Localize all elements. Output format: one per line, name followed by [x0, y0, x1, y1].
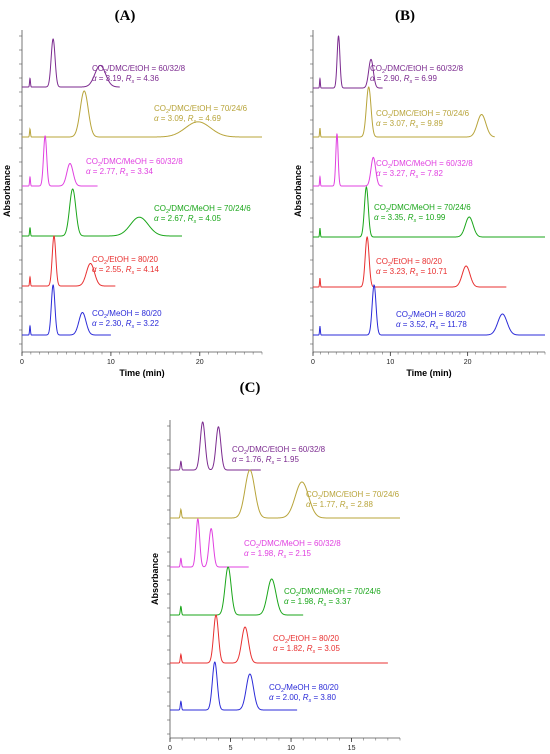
trace-label-conditions: CO2/DMC/MeOH = 60/32/8 — [86, 157, 183, 168]
x-axis-label: Time (min) — [406, 368, 451, 378]
x-tick-label: 5 — [229, 745, 233, 752]
chromatogram-trace — [313, 132, 383, 187]
trace-label-selectivity: α = 2.77, Rs = 3.34 — [86, 167, 153, 178]
trace-label-conditions: CO2/EtOH = 80/20 — [273, 634, 340, 645]
trace-label-selectivity: α = 2.90, Rs = 6.99 — [370, 74, 437, 85]
panel-title: (A) — [115, 8, 136, 24]
chromatogram-trace — [170, 614, 388, 664]
y-axis-label: Absorbance — [150, 553, 160, 605]
trace-label-selectivity: α = 3.19, Rs = 4.36 — [92, 74, 159, 85]
x-tick-label: 10 — [287, 745, 295, 752]
chromatogram-trace — [170, 661, 298, 711]
trace-label-selectivity: α = 1.82, Rs = 3.05 — [273, 644, 340, 655]
x-tick-label: 10 — [386, 359, 394, 366]
chromatogram-trace — [22, 90, 262, 138]
chromatogram-trace — [170, 566, 304, 616]
trace-label-conditions: CO2/DMC/MeOH = 60/32/8 — [376, 159, 473, 170]
trace-label-conditions: CO2/DMC/EtOH = 70/24/6 — [154, 104, 248, 115]
chromatogram-trace — [170, 518, 249, 568]
x-tick-label: 20 — [464, 359, 472, 366]
trace-label-selectivity: α = 1.98, Rs = 2.15 — [244, 549, 311, 560]
trace-label-conditions: CO2/DMC/EtOH = 60/32/8 — [370, 64, 464, 75]
trace-label-conditions: CO2/EtOH = 80/20 — [92, 255, 159, 266]
chromatogram-trace — [22, 235, 116, 287]
trace-label-selectivity: α = 3.35, Rs = 10.99 — [374, 213, 446, 224]
trace-label-selectivity: α = 3.23, Rs = 10.71 — [376, 267, 448, 278]
trace-label-conditions: CO2/MeOH = 80/20 — [269, 683, 339, 694]
y-axis-label: Absorbance — [293, 165, 303, 217]
trace-label-conditions: CO2/DMC/MeOH = 70/24/6 — [154, 204, 251, 215]
trace-label-selectivity: α = 2.00, Rs = 3.80 — [269, 693, 336, 704]
trace-label-selectivity: α = 2.67, Rs = 4.05 — [154, 214, 221, 225]
trace-label-conditions: CO2/MeOH = 80/20 — [396, 310, 466, 321]
trace-label-selectivity: α = 3.09, Rs = 4.69 — [154, 114, 221, 125]
x-tick-label: 0 — [168, 745, 172, 752]
chromatogram-trace — [22, 135, 98, 187]
trace-label-conditions: CO2/DMC/MeOH = 70/24/6 — [374, 203, 471, 214]
chromatogram-trace — [170, 421, 261, 471]
trace-label-conditions: CO2/DMC/EtOH = 60/32/8 — [232, 445, 326, 456]
chart-panel: (A) 0 10 20 Time (min) Absorbance CO2/DMC/EtOH… — [2, 8, 263, 378]
trace-label-selectivity: α = 2.55, Rs = 4.14 — [92, 265, 159, 276]
panel-title: (B) — [395, 8, 415, 24]
chromatogram-trace — [313, 86, 495, 138]
trace-label-selectivity: α = 2.30, Rs = 3.22 — [92, 319, 159, 330]
trace-label-conditions: CO2/DMC/EtOH = 60/32/8 — [92, 64, 186, 75]
x-axis-label: Time (min) — [119, 368, 164, 378]
chart-panel: (B) 0 10 20 Time (min) Absorbance CO2/DMC/EtOH… — [293, 8, 546, 378]
trace-label-selectivity: α = 3.27, Rs = 7.82 — [376, 169, 443, 180]
trace-label-conditions: CO2/EtOH = 80/20 — [376, 257, 443, 268]
chromatogram-trace — [22, 188, 182, 237]
x-tick-label: 20 — [196, 359, 204, 366]
chromatogram-trace — [313, 284, 545, 336]
x-tick-label: 10 — [107, 359, 115, 366]
x-tick-label: 15 — [348, 745, 356, 752]
chromatogram-trace — [22, 284, 111, 336]
chromatogram-trace — [313, 235, 507, 288]
chart-panel: (C)051015Time (min)AbsorbanceCO2/DMC/EtO… — [150, 380, 401, 752]
chromatogram-trace — [313, 35, 383, 89]
trace-label-conditions: CO2/DMC/EtOH = 70/24/6 — [306, 490, 400, 501]
trace-label-selectivity: α = 1.76, Rs = 1.95 — [232, 455, 299, 466]
trace-label-selectivity: α = 1.77, Rs = 2.88 — [306, 500, 373, 511]
panel-title: (C) — [240, 380, 261, 396]
x-tick-label: 0 — [20, 359, 24, 366]
chromatogram-trace — [170, 469, 400, 519]
y-axis-label: Absorbance — [2, 165, 12, 217]
chromatogram-trace — [313, 185, 545, 238]
trace-label-selectivity: α = 1.98, Rs = 3.37 — [284, 597, 351, 608]
x-tick-label: 0 — [311, 359, 315, 366]
trace-label-conditions: CO2/DMC/EtOH = 70/24/6 — [376, 109, 470, 120]
trace-label-selectivity: α = 3.52, Rs = 11.78 — [396, 320, 467, 331]
chromatogram-trace — [22, 38, 120, 88]
trace-label-conditions: CO2/DMC/MeOH = 70/24/6 — [284, 587, 381, 598]
trace-label-conditions: CO2/DMC/MeOH = 60/32/8 — [244, 539, 341, 550]
trace-label-selectivity: α = 3.07, Rs = 9.89 — [376, 119, 443, 130]
trace-label-conditions: CO2/MeOH = 80/20 — [92, 309, 162, 320]
